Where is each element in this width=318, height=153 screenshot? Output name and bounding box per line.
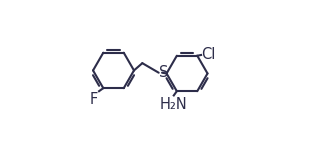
Text: Cl: Cl (202, 47, 216, 62)
Text: S: S (159, 65, 168, 80)
Text: F: F (90, 92, 98, 107)
Text: H₂N: H₂N (159, 97, 187, 112)
